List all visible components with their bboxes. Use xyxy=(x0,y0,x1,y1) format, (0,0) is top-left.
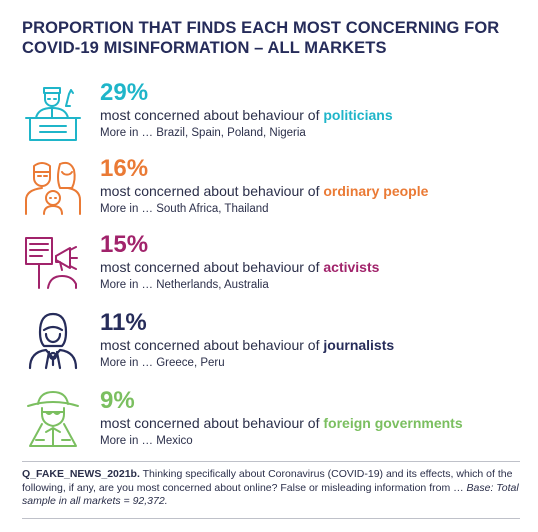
row-ordinary-people: 16% most concerned about behaviour of or… xyxy=(22,156,522,224)
politician-icon xyxy=(22,80,84,142)
category-label: activists xyxy=(323,259,380,275)
question-code: Q_FAKE_NEWS_2021b. xyxy=(22,468,140,480)
row-description: most concerned about behaviour of politi… xyxy=(100,107,393,123)
chart-title: PROPORTION THAT FINDS EACH MOST CONCERNI… xyxy=(22,19,500,57)
category-label: foreign governments xyxy=(323,415,463,431)
row-description: most concerned about behaviour of activi… xyxy=(100,259,380,275)
more-in-countries: More in … Mexico xyxy=(100,435,193,447)
category-label: ordinary people xyxy=(323,183,429,199)
question-text: Thinking specifically about Coronavirus … xyxy=(22,468,513,494)
footnote-top-rule xyxy=(22,461,520,462)
more-in-countries: More in … Netherlands, Australia xyxy=(100,279,269,291)
row-activists: 15% most concerned about behaviour of ac… xyxy=(22,232,522,300)
category-label: journalists xyxy=(323,337,395,353)
journalist-icon xyxy=(22,310,84,372)
row-foreign-governments: 9% most concerned about behaviour of for… xyxy=(22,388,522,456)
footnote-bottom-rule xyxy=(22,518,520,519)
value-label: 9% xyxy=(100,387,135,414)
row-politicians: 29% most concerned about behaviour of po… xyxy=(22,80,522,148)
value-label: 16% xyxy=(100,155,149,182)
more-in-countries: More in … Brazil, Spain, Poland, Nigeria xyxy=(100,127,306,139)
row-description: most concerned about behaviour of journa… xyxy=(100,337,395,353)
value-label: 11% xyxy=(100,309,147,336)
row-description: most concerned about behaviour of ordina… xyxy=(100,183,429,199)
row-description: most concerned about behaviour of foreig… xyxy=(100,415,463,431)
more-in-countries: More in … South Africa, Thailand xyxy=(100,203,269,215)
value-label: 29% xyxy=(100,79,149,106)
footnote: Q_FAKE_NEWS_2021b. Thinking specifically… xyxy=(22,468,522,509)
value-label: 15% xyxy=(100,231,149,258)
category-label: politicians xyxy=(323,107,393,123)
family-icon xyxy=(22,156,84,218)
activist-icon xyxy=(22,232,84,294)
base-note: Base: Total sample in all markets = 92,3… xyxy=(22,481,519,508)
more-in-countries: More in … Greece, Peru xyxy=(100,357,225,369)
spy-icon xyxy=(22,388,84,450)
row-journalists: 11% most concerned about behaviour of jo… xyxy=(22,310,522,378)
